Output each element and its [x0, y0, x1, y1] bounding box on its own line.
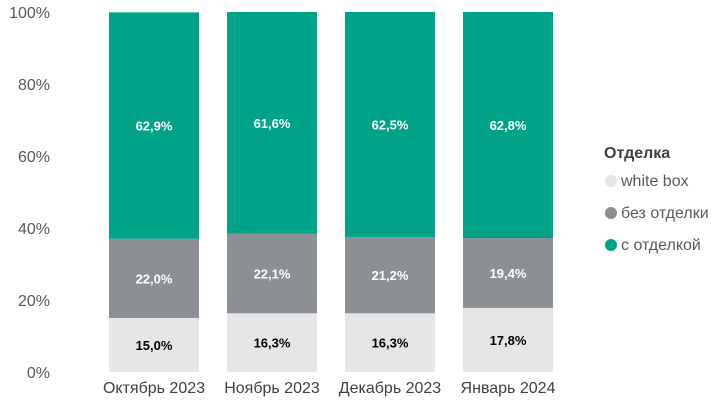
- bar-segment: [345, 12, 435, 237]
- data-label: 16,3%: [372, 336, 409, 351]
- y-tick-label: 80%: [18, 77, 50, 94]
- legend-title: Отделка: [604, 145, 670, 162]
- bar-segment: [227, 313, 317, 372]
- legend-marker: [605, 239, 617, 251]
- bar-segment: [345, 237, 435, 314]
- bar-stack: 15,0% 22,0% 62,9%: [109, 12, 199, 372]
- data-label: 19,4%: [490, 266, 527, 281]
- bar-stack: 16,3% 22,1% 61,6%: [227, 12, 317, 372]
- y-tick-label: 0%: [27, 365, 50, 382]
- legend-item: white box: [605, 173, 689, 190]
- x-tick-label: Декабрь 2023: [339, 380, 442, 397]
- y-tick-label: 60%: [18, 149, 50, 166]
- bar-stack: 16,3% 21,2% 62,5%: [345, 12, 435, 372]
- legend-marker: [605, 175, 617, 187]
- data-label: 22,1%: [254, 267, 291, 282]
- bar-segment: [463, 307, 553, 372]
- legend-label: без отделки: [621, 205, 709, 222]
- bar-segment: [463, 238, 553, 308]
- y-tick-label: 100%: [9, 5, 50, 22]
- x-axis: Октябрь 2023 Ноябрь 2023 Декабрь 2023 Январ…: [103, 380, 556, 397]
- data-label: 62,5%: [372, 118, 409, 133]
- bar-segment: [463, 12, 553, 239]
- data-label: 21,2%: [372, 268, 409, 283]
- y-tick-label: 20%: [18, 293, 50, 310]
- legend-label: с отделкой: [621, 237, 701, 254]
- legend: Отделка white box без отделки с отделкой: [604, 145, 709, 254]
- data-label: 62,8%: [490, 118, 527, 133]
- data-label: 22,0%: [136, 271, 173, 286]
- x-tick-label: Январь 2024: [461, 380, 556, 397]
- legend-item: без отделки: [605, 205, 709, 222]
- x-tick-label: Октябрь 2023: [103, 380, 205, 397]
- y-tick-label: 40%: [18, 221, 50, 238]
- bar-segment: [345, 313, 435, 372]
- bar-segment: [109, 318, 199, 372]
- bar-segment: [109, 238, 199, 318]
- bar-stack: 17,8% 19,4% 62,8%: [463, 12, 553, 372]
- data-label: 16,3%: [254, 336, 291, 351]
- y-axis: 0% 20% 40% 60% 80% 100%: [9, 5, 50, 382]
- bar-segment: [227, 233, 317, 314]
- x-tick-label: Ноябрь 2023: [224, 380, 320, 397]
- data-label: 61,6%: [254, 116, 291, 131]
- bar-segment: [227, 12, 317, 234]
- legend-marker: [605, 207, 617, 219]
- data-label: 15,0%: [136, 338, 173, 353]
- legend-label: white box: [620, 173, 689, 190]
- bar-segment: [109, 12, 199, 239]
- data-label: 62,9%: [136, 119, 173, 134]
- data-label: 17,8%: [490, 333, 527, 348]
- legend-item: с отделкой: [605, 237, 701, 254]
- bars: 15,0% 22,0% 62,9% 16,3% 22,1% 61,6% 16,3% 21,2%…: [109, 12, 553, 372]
